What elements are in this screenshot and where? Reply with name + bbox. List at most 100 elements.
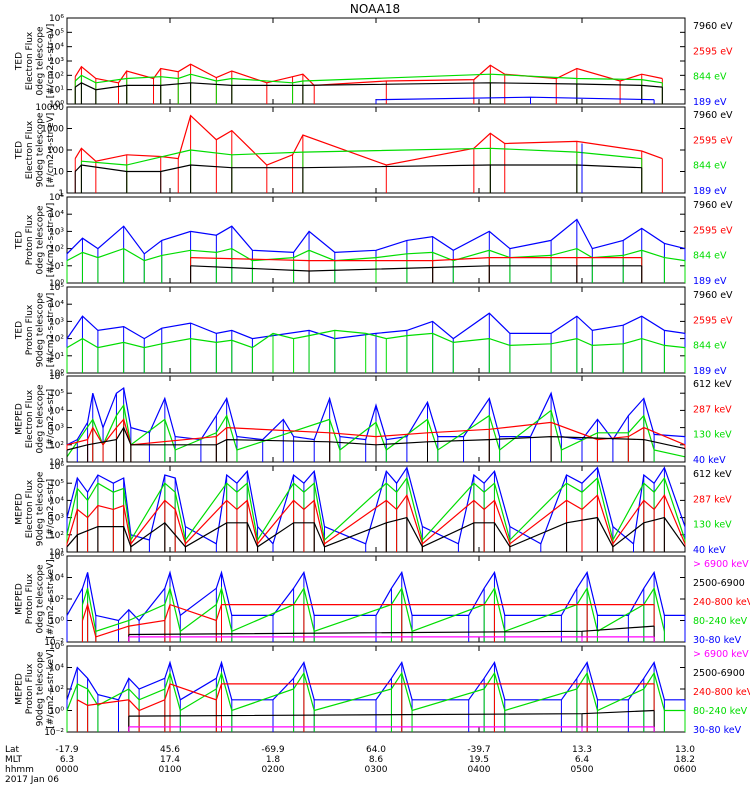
data-series xyxy=(128,636,655,642)
y-axis-label-line: [#/cm2-s-str-keV] xyxy=(46,559,56,638)
legend-entry: 189 eV xyxy=(693,366,727,377)
legend-entry: 2595 eV xyxy=(693,135,733,146)
y-tick-label: 10⁵ xyxy=(49,28,64,38)
y-axis-label-line: TED xyxy=(14,52,24,71)
footer-mlt-value: 6.3 xyxy=(60,755,74,765)
legend-entry: > 6900 keV xyxy=(693,559,749,570)
data-series xyxy=(81,602,655,642)
data-series xyxy=(66,660,686,732)
footer-hhmm-value: 0200 xyxy=(262,765,285,775)
y-axis-label-line: 0deg telescope xyxy=(35,564,45,634)
footer-mlt-value: 8.6 xyxy=(369,755,384,765)
y-axis-label-line: [#/cm2-s-str-eV] xyxy=(46,293,56,368)
y-axis-label-line: TED xyxy=(14,141,24,160)
series-line xyxy=(66,386,686,446)
series-line xyxy=(66,426,686,451)
data-series xyxy=(74,164,643,193)
y-axis-label-line: MEPED xyxy=(14,583,24,615)
y-tick-label: 10² xyxy=(49,245,64,255)
panel-frame xyxy=(66,17,686,105)
footer-mlt-value: 6.4 xyxy=(575,755,590,765)
legend-entry: 2500-6900 xyxy=(693,668,745,679)
series-line xyxy=(66,218,686,255)
series-line xyxy=(81,602,655,638)
series-line xyxy=(74,164,642,173)
y-tick-label: 10⁰ xyxy=(49,707,64,717)
legend-entry: 240-800 keV xyxy=(693,597,750,608)
legend-entry: 2595 eV xyxy=(693,46,733,57)
legend-entry: 612 keV xyxy=(693,469,732,480)
y-axis-label-line: 0deg telescope xyxy=(35,384,45,454)
footer-lat-value: -39.7 xyxy=(467,745,490,755)
data-series xyxy=(66,466,686,552)
y-tick-label: 10¹ xyxy=(49,458,64,468)
legend-entry: 844 eV xyxy=(693,72,727,83)
legend-entry: 844 eV xyxy=(693,251,727,262)
data-series xyxy=(190,265,643,283)
y-tick-label: 10⁵ xyxy=(49,479,64,489)
series-line xyxy=(190,257,642,262)
legend-entry: 30-80 keV xyxy=(693,725,742,736)
panel-frame xyxy=(66,106,686,194)
y-axis-label-line: 0deg telescope xyxy=(35,205,45,275)
y-tick-label: 10³ xyxy=(49,227,64,237)
y-tick-label: 10³ xyxy=(49,317,64,327)
y-tick-label: 10⁶ xyxy=(49,462,64,472)
y-axis-label: TEDElectron Flux0deg telescope[#/cm2-s-s… xyxy=(14,24,56,99)
footer-mlt-value: 19.5 xyxy=(469,755,489,765)
y-tick-label: 10⁻² xyxy=(44,728,64,738)
y-tick-label: 10² xyxy=(49,441,64,451)
series-line xyxy=(74,82,663,91)
y-axis-label: MEPEDProton Flux0deg telescope[#/cm2-s-s… xyxy=(14,559,56,638)
y-tick-label: 10⁰ xyxy=(49,279,64,289)
panel-5: 10¹ 10² 10³ 10⁴ 10⁵ 10⁶ MEPEDElectron Flux0deg… xyxy=(14,372,732,468)
y-axis-label-line: 90deg telescope xyxy=(35,651,45,726)
y-axis-label-line: Proton Flux xyxy=(25,304,35,355)
series-line xyxy=(128,709,655,717)
y-axis-label-line: Electron Flux xyxy=(25,389,35,448)
footer-label-lat: Lat xyxy=(5,745,20,755)
y-axis-label-line: 90deg telescope xyxy=(35,471,45,546)
y-tick-label: 10⁵ xyxy=(49,193,64,203)
y-tick-label: 10¹ xyxy=(49,352,64,362)
y-axis-label: TEDProton Flux0deg telescope[#/cm2-s-str… xyxy=(14,203,56,278)
y-axis-label-line: [#/cm2-s-str] xyxy=(46,389,56,449)
y-axis-label: TEDElectron Flux90deg telescope[#/cm2-s-… xyxy=(14,112,56,187)
footer-mlt-value: 1.8 xyxy=(266,755,281,765)
footer-label-hhmm: hhmm xyxy=(5,765,34,775)
series-line xyxy=(66,516,686,548)
y-tick-label: 10⁴ xyxy=(49,210,64,220)
footer-hhmm-value: 0100 xyxy=(159,765,182,775)
y-tick-label: 10² xyxy=(49,335,64,345)
footer-label-date: 2017 Jan 06 xyxy=(5,775,59,785)
y-tick-label: 10⁴ xyxy=(49,664,64,674)
y-tick-label: 10⁴ xyxy=(49,574,64,584)
y-axis-label-line: 90deg telescope xyxy=(35,112,45,187)
y-axis-label-line: Electron Flux xyxy=(25,31,35,90)
legend-entry: 130 keV xyxy=(693,430,732,441)
series-line xyxy=(66,329,686,349)
series-line xyxy=(66,671,685,712)
y-tick-label: 10⁵ xyxy=(49,389,64,399)
y-tick-label: 100 xyxy=(47,146,64,156)
legend-entry: 40 keV xyxy=(693,455,726,466)
footer-mlt-value: 18.2 xyxy=(675,755,695,765)
y-tick-label: 10 xyxy=(53,168,65,178)
y-axis-label-line: [#/cm2-s-str-eV] xyxy=(46,203,56,278)
legend-entry: 2595 eV xyxy=(693,225,733,236)
y-tick-label: 10⁶ xyxy=(49,14,64,24)
legend-entry: 240-800 keV xyxy=(693,687,750,698)
y-tick-label: 10⁰ xyxy=(49,617,64,627)
footer-lat-value: 45.6 xyxy=(160,745,180,755)
y-axis-label: MEPEDProton Flux90deg telescope[#/cm2-s-… xyxy=(14,649,56,728)
series-line xyxy=(74,114,663,166)
data-series xyxy=(74,114,663,193)
y-axis-label-line: Proton Flux xyxy=(25,573,35,624)
legend-entry: 7960 eV xyxy=(693,21,733,32)
